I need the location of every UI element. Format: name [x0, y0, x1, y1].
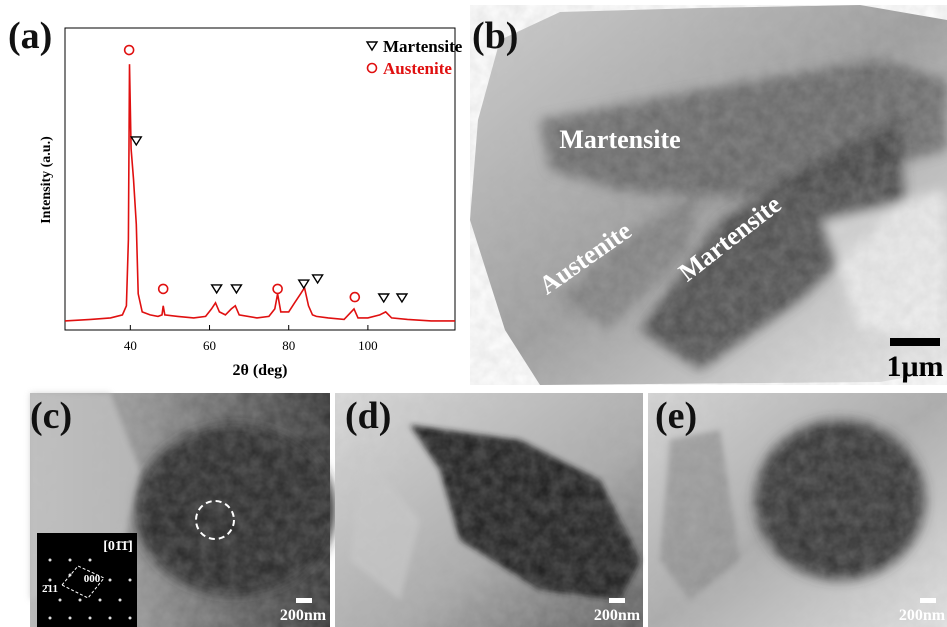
peak-marker	[299, 280, 309, 288]
x-axis-label: 2θ (deg)	[232, 362, 287, 379]
zone-axis: [01̄1̄]	[103, 539, 133, 554]
panel-label: (d)	[345, 395, 391, 437]
x-tick-label: 60	[203, 338, 216, 353]
scale-bar	[296, 598, 312, 603]
legend-symbol	[367, 42, 377, 50]
panel-label: (a)	[8, 15, 52, 57]
peak-marker	[125, 46, 134, 55]
scale-bar	[890, 338, 940, 346]
xrd-chart: 40 60 80 100 Martensite Austenite	[65, 28, 463, 353]
scale-bar-label: 200nm	[899, 607, 946, 624]
tem-image-c	[30, 393, 335, 627]
spot-index: 2̄11	[42, 583, 58, 595]
scale-bar-label: 200nm	[594, 607, 641, 624]
panel-label: (c)	[30, 395, 72, 437]
spot-index: 000	[84, 573, 101, 585]
tem-image-b	[470, 5, 947, 385]
scale-bar	[920, 598, 936, 603]
peak-marker	[397, 294, 407, 302]
y-axis-label: Intensity (a.u.)	[39, 136, 54, 224]
peak-marker	[131, 137, 141, 145]
legend-label: Martensite	[383, 37, 463, 56]
scale-bar	[609, 598, 625, 603]
peak-marker	[273, 284, 282, 293]
legend-label: Austenite	[383, 59, 452, 78]
peak-marker	[212, 285, 222, 293]
peak-marker	[159, 284, 168, 293]
figure: Martensite Austenite Martensite 1μm [01̄…	[0, 0, 947, 627]
panel-label: (b)	[472, 15, 518, 57]
scale-bar-label: 200nm	[280, 607, 327, 624]
scale-bar-label: 1μm	[887, 350, 944, 383]
x-tick-label: 100	[358, 338, 378, 353]
x-tick-label: 40	[124, 338, 137, 353]
peak-marker	[231, 285, 241, 293]
x-tick-label: 80	[282, 338, 295, 353]
phase-label: Martensite	[559, 125, 680, 154]
panel-label: (e)	[655, 395, 697, 437]
peak-marker	[379, 294, 389, 302]
xrd-line	[65, 64, 455, 321]
peak-marker	[350, 293, 359, 302]
peak-marker	[313, 275, 323, 283]
legend-symbol	[368, 64, 377, 73]
